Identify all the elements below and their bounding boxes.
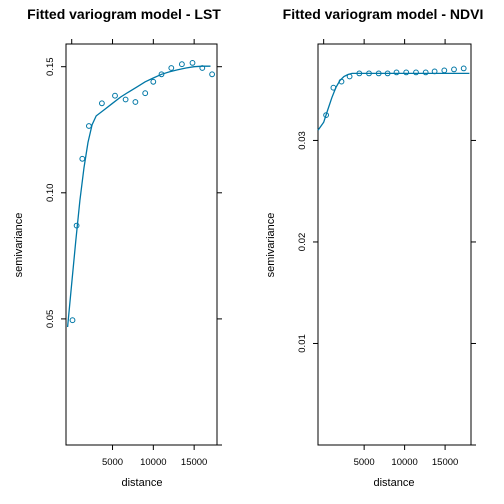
sample-variogram-point bbox=[79, 155, 86, 162]
sample-variogram-point bbox=[189, 60, 196, 66]
x-axis-label: distance bbox=[374, 477, 415, 489]
sample-variogram-point bbox=[86, 123, 92, 129]
sample-variogram-point bbox=[393, 69, 400, 76]
sample-variogram-point bbox=[403, 69, 410, 76]
x-tick-label: 15000 bbox=[432, 457, 458, 468]
plot-frame bbox=[65, 43, 218, 446]
sample-variogram-point bbox=[69, 317, 76, 324]
x-axis-label: distance bbox=[122, 477, 163, 489]
ticks bbox=[313, 39, 476, 450]
y-tick-label: 0.03 bbox=[297, 131, 308, 150]
sample-variogram-point bbox=[460, 65, 467, 72]
sample-variogram-point bbox=[99, 100, 105, 107]
fitted-model-line bbox=[317, 72, 470, 131]
x-tick-label: 10000 bbox=[391, 457, 417, 468]
y-axis-label: semivariance bbox=[265, 213, 277, 278]
y-tick-label: 0.02 bbox=[297, 233, 308, 252]
series-layer bbox=[317, 65, 470, 131]
x-tick-label: 15000 bbox=[181, 457, 207, 468]
sample-variogram-point bbox=[451, 66, 457, 73]
plot-frame bbox=[317, 43, 472, 446]
sample-variogram-point bbox=[150, 78, 157, 85]
sample-variogram-point bbox=[132, 99, 139, 105]
y-tick-label: 0.15 bbox=[45, 57, 56, 76]
sample-variogram-point bbox=[122, 96, 129, 103]
y-tick-label: 0.05 bbox=[45, 310, 56, 329]
chart-title: Fitted variogram model - NDVI bbox=[283, 6, 484, 22]
sample-variogram-point bbox=[441, 67, 448, 74]
panel-lst: Fitted variogram model - LST 5000 10000 15… bbox=[13, 6, 222, 489]
x-tick-label: 10000 bbox=[140, 457, 166, 468]
chart-title: Fitted variogram model - LST bbox=[27, 6, 221, 22]
ticks bbox=[61, 39, 222, 450]
y-tick-label: 0.10 bbox=[45, 184, 56, 203]
y-tick-label: 0.01 bbox=[297, 334, 308, 353]
sample-variogram-point bbox=[158, 71, 165, 78]
x-tick-label: 5000 bbox=[354, 457, 375, 468]
sample-variogram-point bbox=[168, 65, 175, 71]
sample-variogram-point bbox=[413, 69, 419, 76]
sample-variogram-point bbox=[209, 71, 216, 78]
tick-labels: 5000 10000 15000 0.05 0.10 0.15 bbox=[45, 57, 207, 468]
series-layer bbox=[66, 60, 216, 328]
sample-variogram-point bbox=[422, 69, 429, 76]
tick-labels: 5000 10000 15000 0.01 0.02 0.03 bbox=[297, 131, 458, 468]
sample-variogram-point bbox=[142, 90, 149, 97]
sample-variogram-point bbox=[179, 61, 185, 68]
sample-variogram-point bbox=[323, 112, 330, 118]
sample-variogram-point bbox=[112, 92, 118, 99]
fitted-model-line bbox=[66, 65, 211, 328]
panel-ndvi: Fitted variogram model - NDVI 5000 10000 1… bbox=[265, 6, 483, 489]
x-tick-label: 5000 bbox=[102, 457, 123, 468]
y-axis-label: semivariance bbox=[13, 213, 25, 278]
